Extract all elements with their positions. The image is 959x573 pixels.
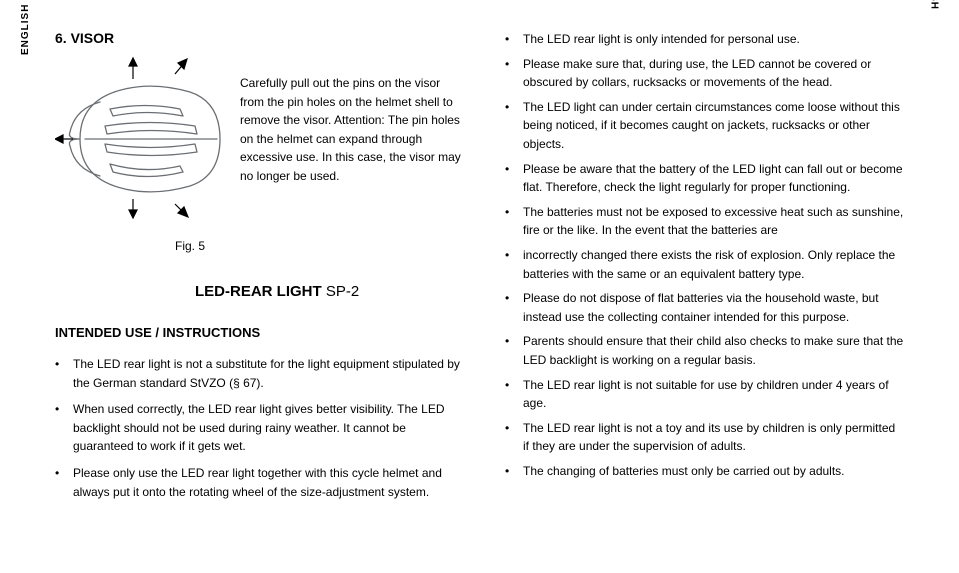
side-label-left: ENGLISH <box>20 4 31 55</box>
list-item: incorrectly changed there exists the ris… <box>523 246 904 283</box>
list-item: The LED rear light is not suitable for u… <box>523 376 904 413</box>
side-label-right: ENGLISH <box>928 0 939 10</box>
right-bullet-list: The LED rear light is only intended for … <box>505 30 904 486</box>
list-item: Please do not dispose of flat batteries … <box>523 289 904 326</box>
list-item: The batteries must not be exposed to exc… <box>523 203 904 240</box>
list-item: The LED rear light is not a toy and its … <box>523 419 904 456</box>
product-title: LED-REAR LIGHT SP-2 <box>195 283 465 300</box>
list-item: Please only use the LED rear light toget… <box>73 464 465 501</box>
subhead-intended-use: INTENDED USE / INSTRUCTIONS <box>55 325 465 340</box>
figure-label: Fig. 5 <box>175 239 465 253</box>
helmet-svg <box>55 54 225 219</box>
helmet-figure <box>55 54 225 219</box>
column-left: 6. VISOR <box>55 30 465 553</box>
list-item: The LED light can under certain circumst… <box>523 98 904 154</box>
product-title-bold: LED-REAR LIGHT <box>195 283 322 300</box>
product-title-light: SP-2 <box>326 283 359 300</box>
visor-row: Carefully pull out the pins on the visor… <box>55 54 465 219</box>
list-item: When used correctly, the LED rear light … <box>73 400 465 456</box>
column-right: The LED rear light is only intended for … <box>505 30 904 553</box>
list-item: Please make sure that, during use, the L… <box>523 55 904 92</box>
list-item: The LED rear light is not a substitute f… <box>73 355 465 392</box>
list-item: The LED rear light is only intended for … <box>523 30 904 49</box>
list-item: Parents should ensure that their child a… <box>523 332 904 369</box>
page: 6. VISOR <box>0 0 959 573</box>
section-title-visor: 6. VISOR <box>55 30 465 46</box>
visor-paragraph: Carefully pull out the pins on the visor… <box>240 54 465 186</box>
list-item: Please be aware that the battery of the … <box>523 160 904 197</box>
left-bullet-list: The LED rear light is not a substitute f… <box>55 355 465 509</box>
list-item: The changing of batteries must only be c… <box>523 462 904 481</box>
